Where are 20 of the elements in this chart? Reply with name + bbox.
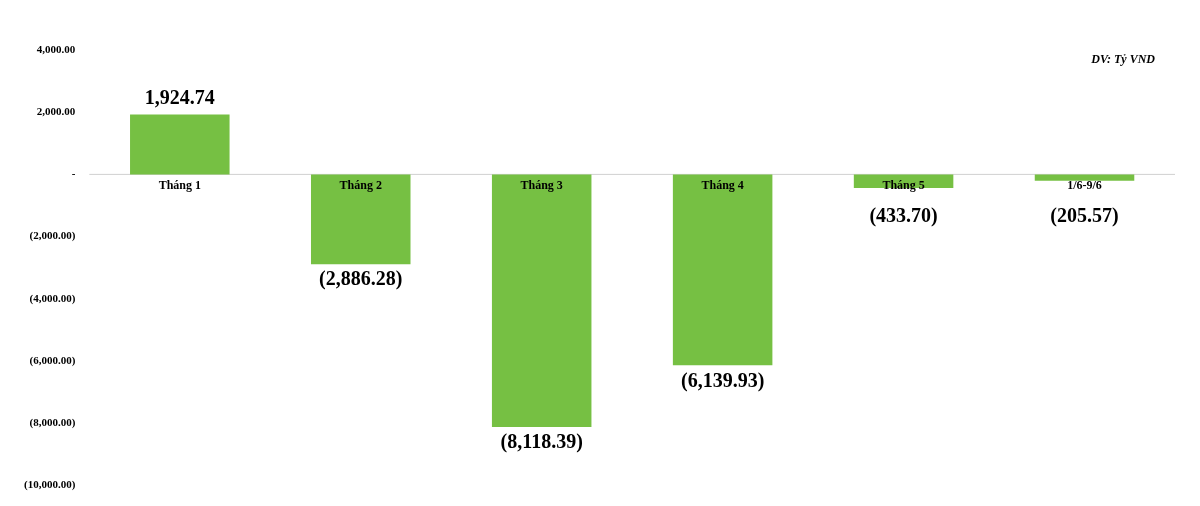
x-tick-label: Tháng 1 <box>158 178 201 193</box>
data-label: (205.57) <box>1050 203 1119 227</box>
data-label: (6,139.93) <box>680 368 765 392</box>
y-tick-label: (4,000.00) <box>29 291 76 305</box>
y-tick-label: (6,000.00) <box>29 353 76 367</box>
x-tick-label: Tháng 2 <box>339 178 382 193</box>
y-tick-label: (8,000.00) <box>29 416 76 430</box>
x-tick-label: Tháng 3 <box>520 178 563 193</box>
y-tick-label: 2,000.00 <box>36 105 76 118</box>
data-label: 1,924.74 <box>144 85 215 108</box>
y-tick-label: 4,000.00 <box>36 42 76 55</box>
data-label: (433.70) <box>869 203 938 227</box>
x-tick-label: 1/6-9/6 <box>1067 178 1102 193</box>
data-label: (8,118.39) <box>500 430 583 454</box>
y-tick-label: (10,000.00) <box>24 478 76 492</box>
y-tick-label: - <box>71 167 76 180</box>
x-tick-label: Tháng 4 <box>701 178 744 193</box>
data-label: (2,886.28) <box>319 267 403 291</box>
y-tick-label: (2,000.00) <box>29 229 76 243</box>
annotation: DV: Tỷ VND <box>1091 52 1155 67</box>
